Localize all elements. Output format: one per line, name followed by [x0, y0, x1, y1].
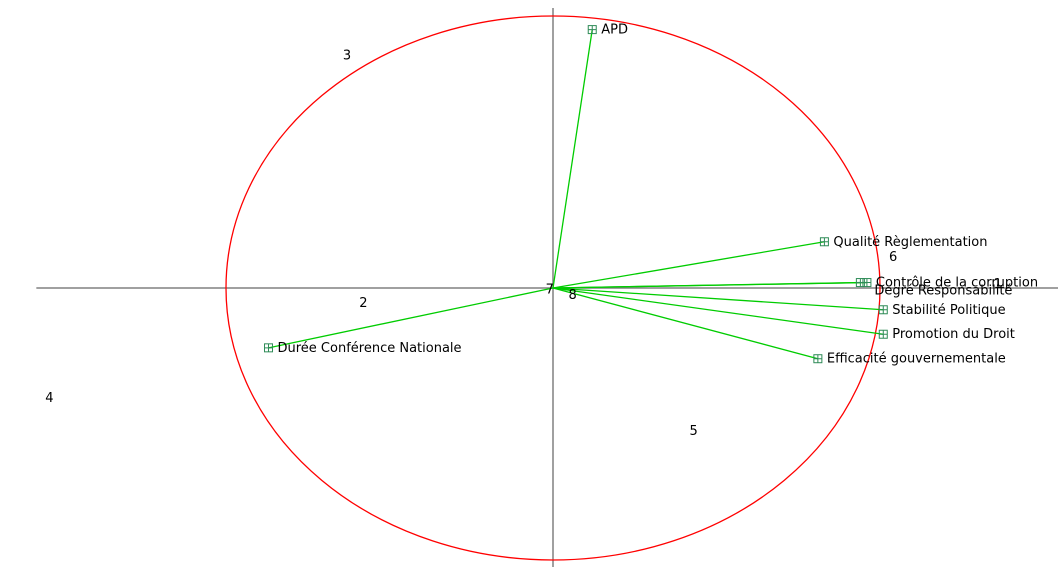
variable-marker [819, 237, 829, 247]
variable-marker [264, 343, 274, 353]
variable-vector [552, 287, 819, 360]
variable-marker [813, 354, 823, 364]
variable-marker [878, 329, 888, 339]
variable-label: APD [601, 23, 628, 38]
observation-label: 2 [359, 296, 367, 311]
observation-label: 3 [343, 49, 351, 64]
variable-vector [552, 281, 861, 289]
variable-marker [587, 25, 597, 35]
observation-label: 8 [568, 288, 576, 303]
variable-label: Contrôle de la corruption [876, 276, 1038, 291]
variable-marker [878, 305, 888, 315]
variable-vector [552, 241, 825, 289]
observation-label: 4 [45, 391, 53, 406]
variable-label: Qualité Règlementation [833, 235, 987, 250]
observation-label: 6 [889, 250, 897, 265]
correlation-circle [225, 15, 881, 561]
variable-vector [552, 287, 884, 311]
variable-label: Promotion du Droit [892, 327, 1015, 342]
variable-vector [552, 287, 884, 335]
variable-label: Efficacité gouvernementale [827, 352, 1006, 367]
variable-label: Durée Conférence Nationale [278, 341, 462, 356]
variable-vector [268, 287, 554, 349]
variable-label: Stabilité Politique [892, 303, 1005, 318]
variable-marker [855, 278, 865, 288]
observation-label: 7 [546, 282, 554, 297]
observation-label: 1 [994, 277, 1002, 292]
variable-vector [552, 29, 593, 289]
variable-label: Degré Responsabilité [874, 284, 1012, 299]
observation-label: 5 [689, 424, 697, 439]
